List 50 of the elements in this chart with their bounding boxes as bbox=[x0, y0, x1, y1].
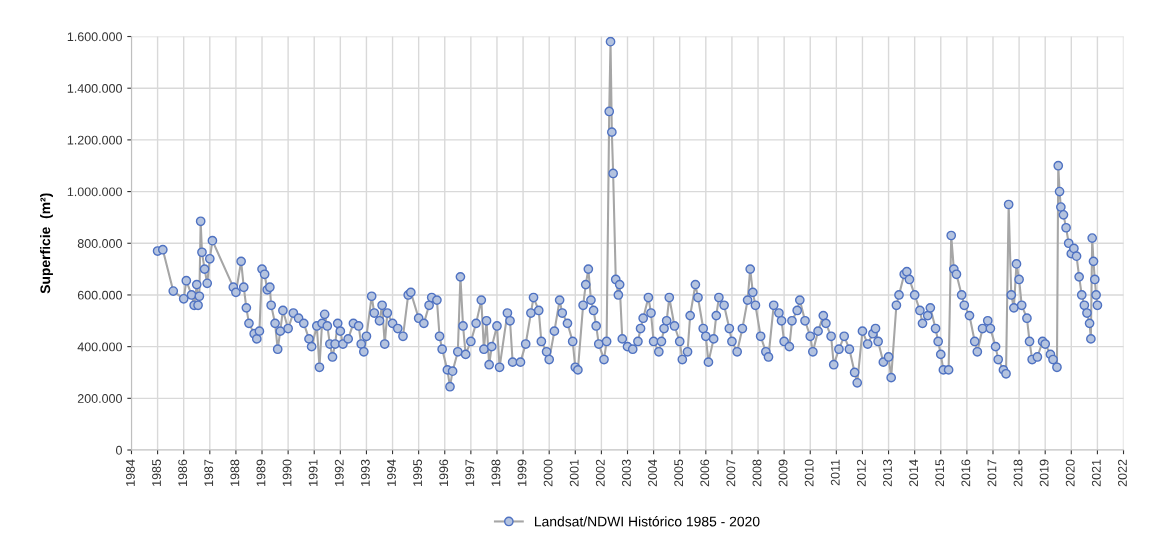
y-tick-label: 1.200.000 bbox=[67, 135, 122, 145]
x-tick-label: 1999 bbox=[517, 459, 527, 486]
x-tick-label: 1991 bbox=[308, 459, 318, 486]
x-tick-label: 2010 bbox=[804, 459, 814, 487]
x-tick-label: 2007 bbox=[726, 459, 736, 487]
y-axis-title: Superficie (m²) bbox=[40, 193, 53, 294]
x-tick-label: 2018 bbox=[1013, 459, 1023, 487]
y-tick-label: 1.000.000 bbox=[67, 187, 122, 197]
x-tick-label: 1987 bbox=[204, 459, 214, 486]
x-tick-label: 1993 bbox=[360, 459, 370, 486]
y-tick-label: 200.000 bbox=[77, 394, 122, 403]
x-tick-label: 1994 bbox=[387, 459, 396, 486]
y-tick-label: 600.000 bbox=[77, 290, 122, 300]
y-tick-label: 1.400.000 bbox=[67, 84, 122, 93]
x-tick-label: 2017 bbox=[987, 459, 997, 487]
x-tick-label: 2002 bbox=[595, 459, 605, 487]
x-tick-label: 2008 bbox=[752, 459, 762, 487]
y-tick-label: 1.600.000 bbox=[67, 32, 122, 42]
x-tick-label: 2012 bbox=[856, 459, 866, 487]
y-tick-label: 800.000 bbox=[77, 239, 122, 248]
x-tick-label: 1986 bbox=[178, 459, 188, 486]
x-tick-label: 1996 bbox=[439, 459, 449, 486]
x-tick-label: 1988 bbox=[230, 459, 240, 486]
x-tick-label: 2011 bbox=[830, 459, 840, 486]
legend-label: Landsat/NDWI Histórico 1985 - 2020 bbox=[535, 516, 760, 527]
x-tick-label: 1985 bbox=[152, 459, 161, 486]
y-tick-label: 400.000 bbox=[77, 342, 122, 352]
x-tick-label: 2016 bbox=[961, 459, 971, 487]
x-tick-label: 2014 bbox=[909, 459, 919, 487]
x-tick-label: 2005 bbox=[674, 459, 684, 487]
x-tick-label: 2015 bbox=[935, 459, 945, 487]
x-tick-label: 2020 bbox=[1065, 459, 1075, 487]
x-tick-label: 1984 bbox=[125, 459, 135, 486]
x-tick-label: 2003 bbox=[622, 459, 631, 487]
x-tick-label: 2000 bbox=[543, 459, 553, 487]
x-tick-label: 1995 bbox=[413, 459, 423, 486]
y-tick-label: 0 bbox=[116, 445, 122, 455]
x-tick-label: 1989 bbox=[256, 459, 266, 486]
x-tick-label: 1992 bbox=[334, 459, 344, 486]
x-tick-label: 2022 bbox=[1118, 459, 1127, 487]
x-tick-label: 1990 bbox=[282, 459, 292, 486]
x-tick-label: 2009 bbox=[778, 459, 788, 487]
x-tick-label: 2006 bbox=[700, 459, 710, 487]
x-tick-label: 2013 bbox=[883, 459, 892, 487]
x-tick-label: 2004 bbox=[648, 459, 657, 487]
x-tick-label: 2019 bbox=[1039, 459, 1049, 487]
x-tick-label: 1998 bbox=[491, 459, 501, 486]
x-tick-label: 2021 bbox=[1091, 459, 1101, 487]
x-tick-label: 1997 bbox=[465, 459, 475, 486]
x-tick-label: 2001 bbox=[569, 459, 579, 487]
